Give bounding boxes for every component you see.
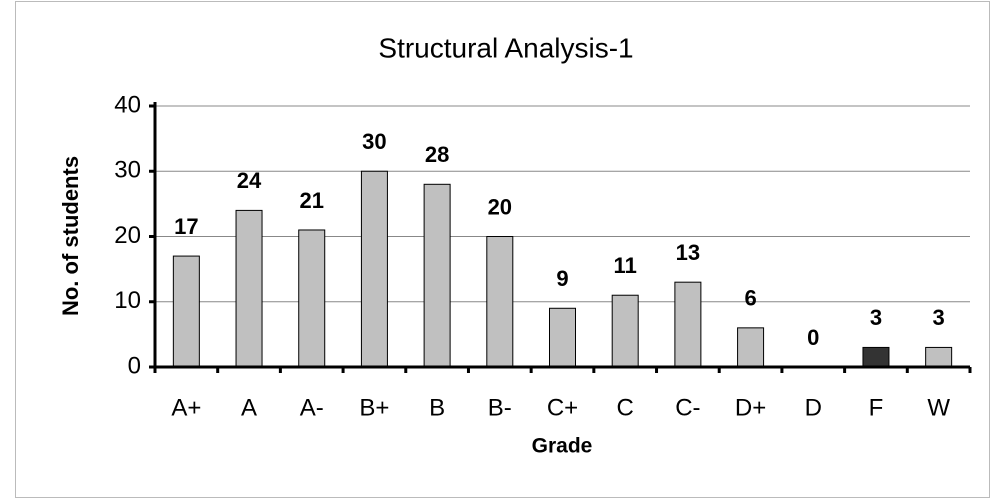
x-tick-label: F xyxy=(869,394,884,421)
y-tick-label: 0 xyxy=(128,352,141,379)
bar xyxy=(737,327,765,368)
data-label: 0 xyxy=(807,325,819,350)
bar xyxy=(298,229,326,368)
bar xyxy=(925,346,953,368)
data-label: 6 xyxy=(744,286,756,311)
bar xyxy=(235,209,263,368)
bar xyxy=(549,307,576,368)
bar xyxy=(862,346,890,368)
x-tick-label: B- xyxy=(488,394,512,421)
bar xyxy=(360,170,388,368)
y-tick-label: 10 xyxy=(114,287,141,314)
data-label: 28 xyxy=(425,142,449,167)
x-tick-label: D xyxy=(805,394,822,421)
chart-title: Structural Analysis-1 xyxy=(378,32,633,63)
data-label: 21 xyxy=(299,188,323,213)
data-label: 11 xyxy=(614,253,637,278)
x-tick-label: A- xyxy=(300,394,324,421)
bar xyxy=(611,294,639,368)
bar xyxy=(486,236,514,368)
x-tick-label: A xyxy=(241,394,257,421)
y-tick-label: 20 xyxy=(114,222,141,249)
y-tick-label: 30 xyxy=(114,157,141,184)
y-axis-label: No. of students xyxy=(58,156,83,316)
bar xyxy=(674,281,702,368)
bar xyxy=(423,183,451,368)
x-tick-label: A+ xyxy=(171,394,201,421)
bar xyxy=(172,255,200,368)
y-tick-label: 40 xyxy=(114,91,141,118)
x-tick-label: C xyxy=(617,394,634,421)
x-tick-label: C+ xyxy=(547,394,578,421)
x-tick-label: B xyxy=(429,394,445,421)
x-tick-label: C- xyxy=(675,394,700,421)
data-label: 30 xyxy=(362,129,386,154)
x-tick-label: W xyxy=(927,394,950,421)
x-tick-label: D+ xyxy=(735,394,766,421)
data-label: 3 xyxy=(870,305,882,330)
data-label: 9 xyxy=(556,266,568,291)
data-label: 13 xyxy=(676,240,700,265)
data-label: 20 xyxy=(488,194,512,219)
x-tick-label: B+ xyxy=(359,394,389,421)
data-label: 24 xyxy=(237,168,262,193)
data-label: 17 xyxy=(174,214,198,239)
data-label: 3 xyxy=(933,305,945,330)
x-axis-label: Grade xyxy=(532,435,593,458)
